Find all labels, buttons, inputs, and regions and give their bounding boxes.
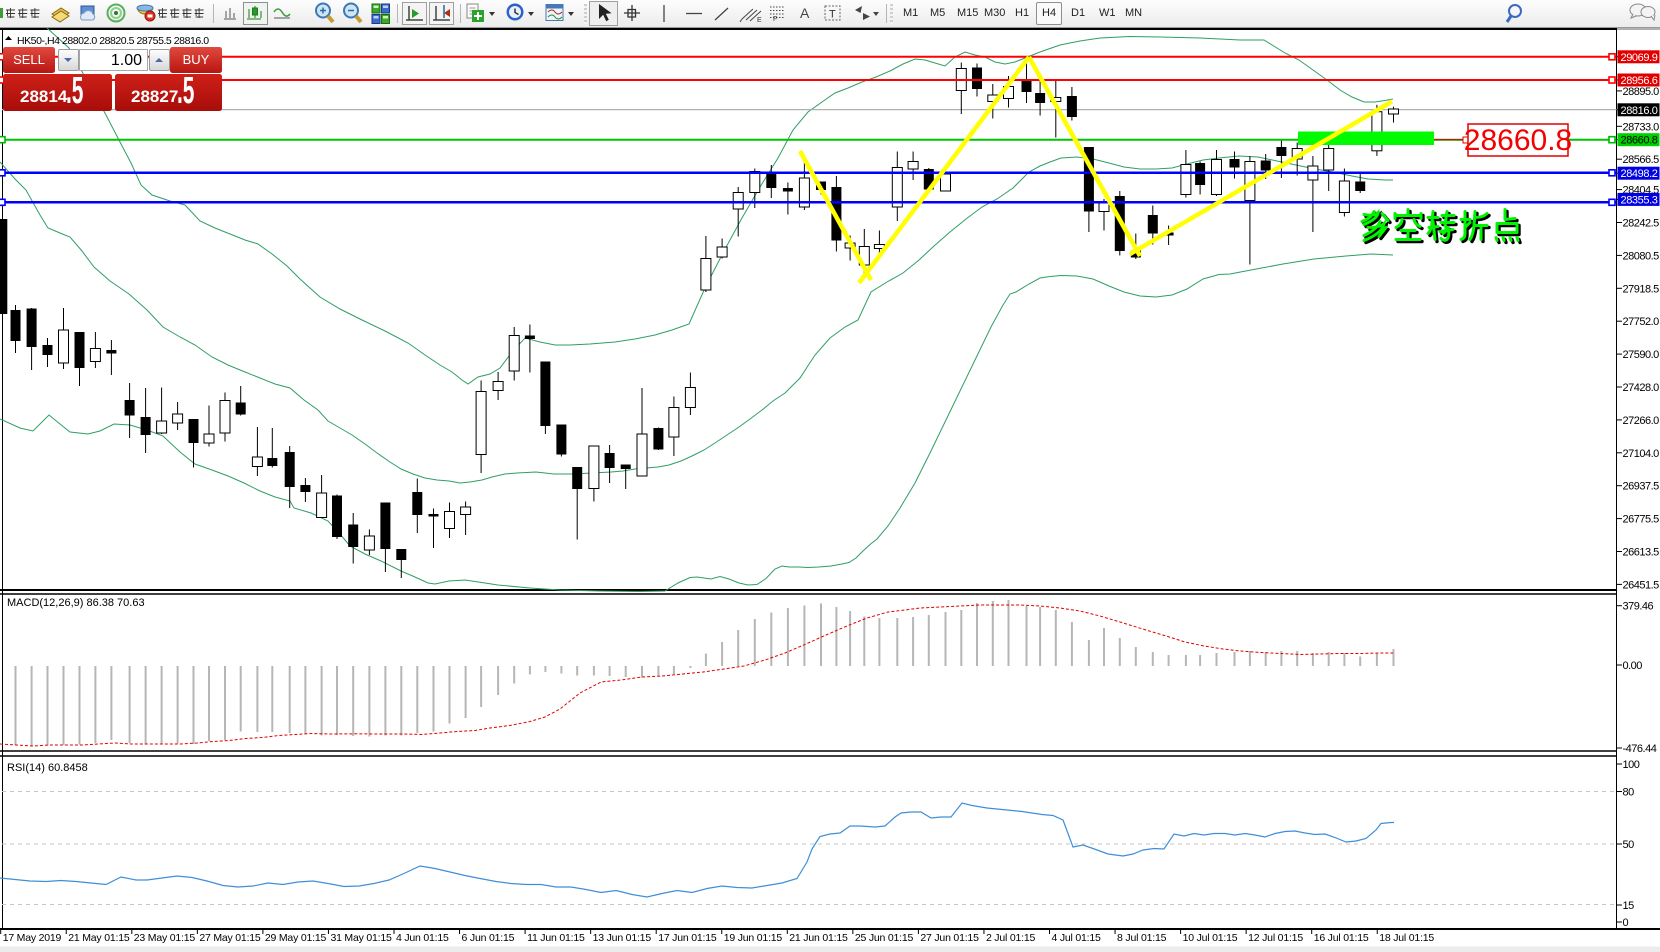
svg-text:17 May 2019: 17 May 2019 <box>3 932 62 944</box>
svg-text:27 May 01:15: 27 May 01:15 <box>199 932 261 944</box>
svg-text:28355.3: 28355.3 <box>1621 194 1658 206</box>
svg-text:379.46: 379.46 <box>1623 601 1654 613</box>
svg-text:21 May 01:15: 21 May 01:15 <box>68 932 130 944</box>
svg-text:29069.9: 29069.9 <box>1621 52 1658 64</box>
svg-text:12 Jul 01:15: 12 Jul 01:15 <box>1248 932 1303 944</box>
svg-text:HK50-,H4 28802.0 28820.5 2875: HK50-,H4 28802.0 28820.5 28755.5 28816.0 <box>17 35 209 47</box>
svg-text:28660.8: 28660.8 <box>1621 135 1658 147</box>
svg-text:80: 80 <box>1623 787 1635 799</box>
svg-text:RSI(14) 60.8458: RSI(14) 60.8458 <box>7 762 88 774</box>
svg-text:28498.2: 28498.2 <box>1621 168 1658 180</box>
svg-text:28242.5: 28242.5 <box>1623 218 1660 230</box>
svg-text:16 Jul 01:15: 16 Jul 01:15 <box>1314 932 1369 944</box>
svg-text:27590.0: 27590.0 <box>1623 349 1660 361</box>
svg-text:T: T <box>829 9 836 21</box>
svg-text:11 Jun 01:15: 11 Jun 01:15 <box>527 932 585 944</box>
svg-text:2 Jul 01:15: 2 Jul 01:15 <box>986 932 1036 944</box>
svg-text:-476.44: -476.44 <box>1623 743 1657 755</box>
svg-text:27428.0: 27428.0 <box>1623 382 1660 394</box>
svg-text:F: F <box>773 16 777 23</box>
svg-text:19 Jun 01:15: 19 Jun 01:15 <box>724 932 783 944</box>
svg-text:17 Jun 01:15: 17 Jun 01:15 <box>658 932 717 944</box>
svg-text:27266.0: 27266.0 <box>1623 415 1660 427</box>
svg-text:31 May 01:15: 31 May 01:15 <box>330 932 392 944</box>
svg-text:50: 50 <box>1623 839 1635 851</box>
svg-text:8 Jul 01:15: 8 Jul 01:15 <box>1117 932 1167 944</box>
svg-text:28080.5: 28080.5 <box>1623 250 1660 262</box>
svg-text:27104.0: 27104.0 <box>1623 448 1660 460</box>
svg-text:28895.0: 28895.0 <box>1623 86 1660 98</box>
svg-text:MACD(12,26,9) 86.38 70.63: MACD(12,26,9) 86.38 70.63 <box>7 597 145 609</box>
svg-text:27918.5: 27918.5 <box>1623 283 1660 295</box>
svg-text:25 Jun 01:15: 25 Jun 01:15 <box>855 932 914 944</box>
svg-text:0.00: 0.00 <box>1623 660 1643 672</box>
svg-text:23 May 01:15: 23 May 01:15 <box>134 932 196 944</box>
svg-text:26937.5: 26937.5 <box>1623 481 1660 493</box>
svg-text:27752.0: 27752.0 <box>1623 316 1660 328</box>
svg-text:26775.5: 26775.5 <box>1623 514 1660 526</box>
svg-text:21 Jun 01:15: 21 Jun 01:15 <box>789 932 848 944</box>
svg-text:28956.6: 28956.6 <box>1621 75 1658 87</box>
svg-text:15: 15 <box>1623 900 1635 912</box>
svg-text:10 Jul 01:15: 10 Jul 01:15 <box>1183 932 1238 944</box>
svg-text:13 Jun 01:15: 13 Jun 01:15 <box>593 932 652 944</box>
svg-text:28660.8: 28660.8 <box>1464 124 1572 157</box>
svg-text:26451.5: 26451.5 <box>1623 579 1660 591</box>
svg-text:0: 0 <box>1623 917 1629 929</box>
svg-text:E: E <box>757 17 762 24</box>
svg-text:27 Jun 01:15: 27 Jun 01:15 <box>920 932 979 944</box>
svg-text:29 May 01:15: 29 May 01:15 <box>265 932 327 944</box>
svg-text:28733.0: 28733.0 <box>1623 121 1660 133</box>
svg-text:4 Jul 01:15: 4 Jul 01:15 <box>1052 932 1102 944</box>
svg-text:18 Jul 01:15: 18 Jul 01:15 <box>1379 932 1434 944</box>
svg-text:A: A <box>800 5 810 21</box>
svg-text:28816.0: 28816.0 <box>1621 105 1658 117</box>
svg-text:100: 100 <box>1623 759 1640 771</box>
svg-text:28566.5: 28566.5 <box>1623 154 1660 166</box>
svg-text:6 Jun 01:15: 6 Jun 01:15 <box>462 932 515 944</box>
svg-text:4 Jun 01:15: 4 Jun 01:15 <box>396 932 449 944</box>
svg-text:26613.5: 26613.5 <box>1623 547 1660 559</box>
